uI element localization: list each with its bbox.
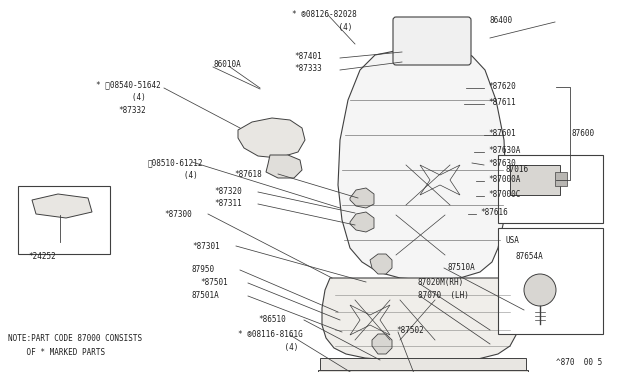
Polygon shape [370,254,392,274]
Text: (4): (4) [266,343,298,352]
Text: *86510: *86510 [258,315,285,324]
Text: 86400: 86400 [490,16,513,25]
Polygon shape [510,165,560,195]
Circle shape [524,274,556,306]
Text: *87000C: *87000C [488,190,520,199]
FancyBboxPatch shape [318,370,528,372]
Text: *87332: *87332 [118,106,146,115]
Text: *24252: *24252 [28,252,56,261]
Polygon shape [322,278,518,361]
Text: ^870  00 5: ^870 00 5 [556,358,602,367]
Polygon shape [420,165,460,195]
Polygon shape [32,194,92,218]
Polygon shape [350,305,390,335]
Text: 87510A: 87510A [448,263,476,272]
Text: *87311: *87311 [214,199,242,208]
Text: *87620: *87620 [488,82,516,91]
Text: USA: USA [506,236,520,245]
Text: *87618: *87618 [234,170,262,179]
Text: *87000A: *87000A [488,175,520,184]
Text: NOTE:PART CODE 87000 CONSISTS: NOTE:PART CODE 87000 CONSISTS [8,334,142,343]
Text: *87502: *87502 [396,326,424,335]
Text: (4): (4) [170,171,198,180]
Text: (4): (4) [320,23,353,32]
Text: 87654A: 87654A [516,252,544,261]
FancyBboxPatch shape [18,186,110,254]
FancyBboxPatch shape [498,155,603,223]
Text: *87616: *87616 [480,208,508,217]
FancyBboxPatch shape [555,172,567,186]
Text: *87630: *87630 [488,159,516,168]
Text: 87070  (LH): 87070 (LH) [418,291,469,300]
FancyBboxPatch shape [393,17,471,65]
Text: Ⓢ08510-61212: Ⓢ08510-61212 [148,158,204,167]
Text: *87301: *87301 [192,242,220,251]
Text: 86010A: 86010A [214,60,242,69]
Polygon shape [350,188,374,208]
Text: 87020M(RH): 87020M(RH) [418,278,464,287]
Polygon shape [350,212,374,232]
Text: * ®08126-82028: * ®08126-82028 [292,10,356,19]
Text: 87016: 87016 [506,165,529,174]
Text: *87501: *87501 [200,278,228,287]
Polygon shape [238,118,305,158]
Text: *87611: *87611 [488,98,516,107]
Text: *87333: *87333 [294,64,322,73]
Text: * ®08116-8161G: * ®08116-8161G [238,330,303,339]
Polygon shape [338,46,506,280]
Text: *87630A: *87630A [488,146,520,155]
Polygon shape [372,334,392,354]
Polygon shape [266,155,302,178]
Text: *87320: *87320 [214,187,242,196]
Text: (4): (4) [118,93,146,102]
FancyBboxPatch shape [498,228,603,334]
Text: 87600: 87600 [572,128,595,138]
FancyBboxPatch shape [320,358,526,372]
Text: * Ⓢ08540-51642: * Ⓢ08540-51642 [96,80,161,89]
Text: OF * MARKED PARTS: OF * MARKED PARTS [8,348,105,357]
Text: 87950: 87950 [192,265,215,274]
Text: *87601: *87601 [488,129,516,138]
Text: 87501A: 87501A [192,291,220,300]
Text: *87401: *87401 [294,52,322,61]
Text: *87300: *87300 [164,210,192,219]
